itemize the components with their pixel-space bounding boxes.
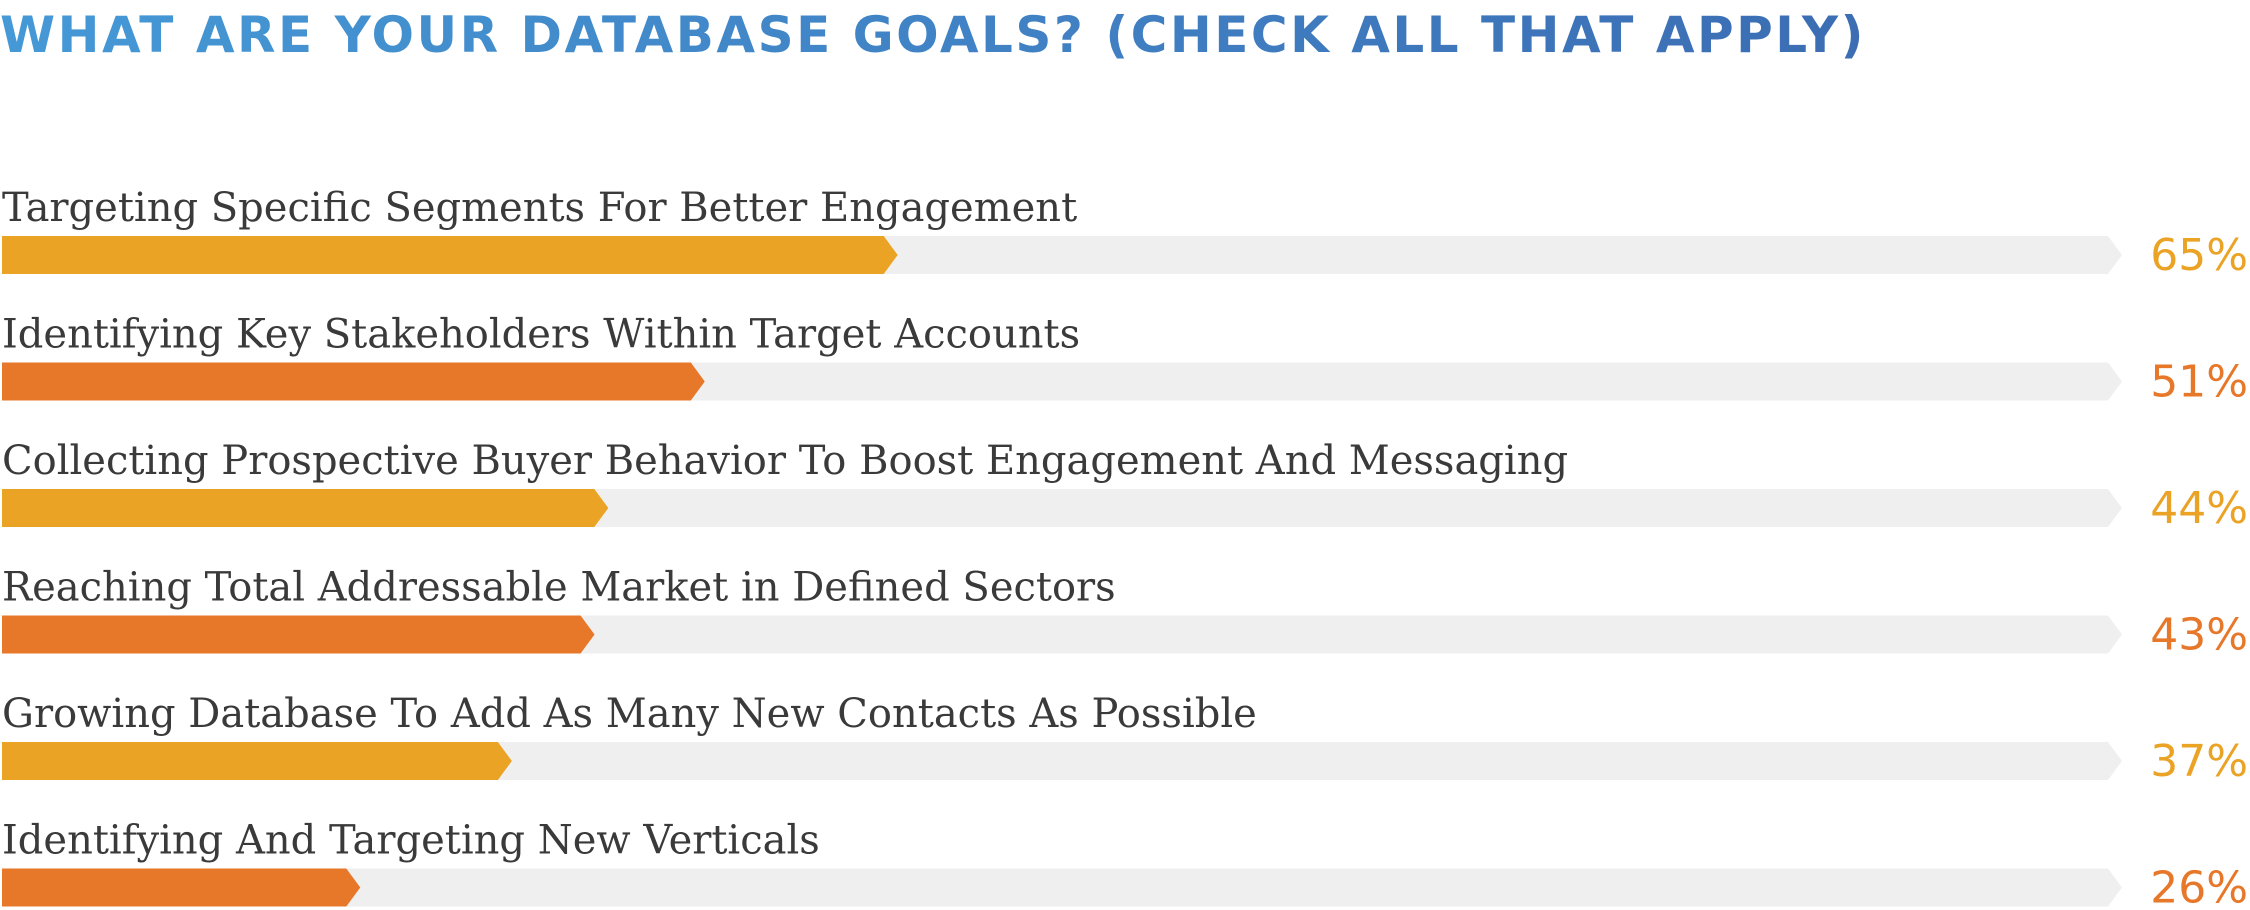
bar-track bbox=[2, 868, 2122, 907]
chart-title: WHAT ARE YOUR DATABASE GOALS? (CHECK ALL… bbox=[0, 0, 2250, 70]
value-label: 65% bbox=[2150, 230, 2248, 281]
bar-row: Identifying And Targeting New Verticals 2… bbox=[2, 818, 2248, 910]
category-label: Growing Database To Add As Many New Cont… bbox=[2, 691, 1257, 737]
value-label: 37% bbox=[2150, 736, 2248, 787]
category-label: Reaching Total Addressable Market in Def… bbox=[2, 565, 1116, 611]
bar-track bbox=[2, 742, 2122, 780]
value-label: 44% bbox=[2150, 483, 2248, 534]
value-label: 26% bbox=[2150, 863, 2248, 910]
bar bbox=[2, 615, 595, 654]
bar bbox=[2, 362, 705, 401]
bar bbox=[2, 868, 361, 907]
bar-row: Identifying Key Stakeholders Within Targ… bbox=[2, 312, 2248, 408]
bar-row: Growing Database To Add As Many New Cont… bbox=[2, 691, 2248, 787]
category-label: Identifying Key Stakeholders Within Targ… bbox=[2, 312, 1080, 358]
bar-row: Collecting Prospective Buyer Behavior To… bbox=[2, 438, 2248, 534]
bar-row: Targeting Specific Segments For Better E… bbox=[2, 185, 2248, 281]
bar bbox=[2, 236, 898, 274]
value-label: 51% bbox=[2150, 357, 2248, 408]
bar bbox=[2, 742, 512, 780]
category-label: Collecting Prospective Buyer Behavior To… bbox=[2, 438, 1568, 484]
bar bbox=[2, 489, 609, 527]
value-label: 43% bbox=[2150, 610, 2248, 661]
bar-row: Reaching Total Addressable Market in Def… bbox=[2, 565, 2248, 661]
category-label: Targeting Specific Segments For Better E… bbox=[2, 185, 1077, 231]
category-label: Identifying And Targeting New Verticals bbox=[2, 818, 820, 864]
